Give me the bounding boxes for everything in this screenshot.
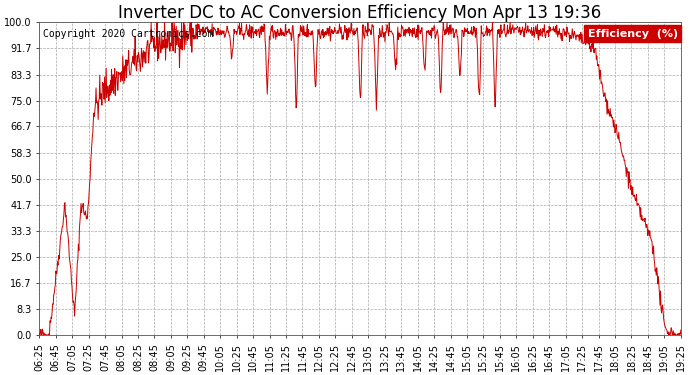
Text: Efficiency  (%): Efficiency (%): [587, 28, 678, 39]
Text: Copyright 2020 Cartronics.com: Copyright 2020 Cartronics.com: [43, 28, 213, 39]
Title: Inverter DC to AC Conversion Efficiency Mon Apr 13 19:36: Inverter DC to AC Conversion Efficiency …: [119, 4, 602, 22]
